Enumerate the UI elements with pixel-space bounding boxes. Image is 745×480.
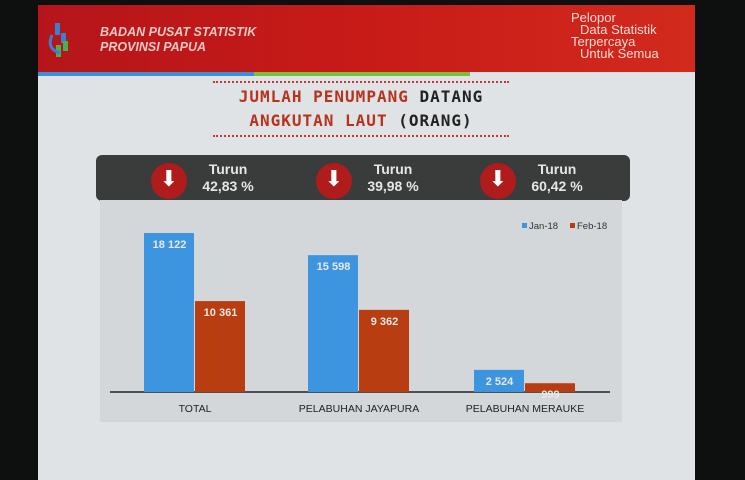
summary-label: Turun bbox=[208, 161, 248, 177]
tagline: Pelopor Data Statistik Terpercaya Untuk … bbox=[571, 10, 681, 61]
organization-name: BADAN PUSAT STATISTIK PROVINSI PAPUA bbox=[100, 25, 256, 55]
bar-jan-18 bbox=[144, 233, 194, 392]
chart-svg: 18 122 10 361 TOTAL 15 598 9 362 PELABUHAN JA… bbox=[110, 221, 610, 415]
bar-feb-18 bbox=[195, 301, 245, 392]
summary-label: Turun bbox=[373, 161, 413, 177]
data-label: 15 598 bbox=[317, 261, 351, 273]
org-line-2: PROVINSI PAPUA bbox=[100, 40, 207, 54]
category-label: TOTAL bbox=[179, 403, 212, 415]
bar-feb-18 bbox=[525, 383, 575, 392]
summary-label: Turun bbox=[537, 161, 577, 177]
data-label: 999 bbox=[541, 389, 559, 401]
data-label: 10 361 bbox=[204, 307, 238, 319]
tagline-line: Data Statistik bbox=[580, 22, 657, 37]
legend-label: Jan-18 bbox=[529, 221, 558, 232]
arrow-down-icon: ⬇ bbox=[151, 163, 187, 199]
header-stripe bbox=[38, 72, 470, 76]
legend-label: Feb-18 bbox=[577, 221, 607, 232]
data-label: 2 524 bbox=[486, 376, 514, 388]
data-label: 18 122 bbox=[153, 239, 187, 251]
bar-chart: 18 122 10 361 TOTAL 15 598 9 362 PELABUHAN JA… bbox=[100, 200, 622, 422]
bar-feb-18 bbox=[359, 309, 409, 392]
header: BADAN PUSAT STATISTIK PROVINSI PAPUA Pel… bbox=[38, 5, 695, 72]
slide: BADAN PUSAT STATISTIK PROVINSI PAPUA Pel… bbox=[38, 5, 695, 480]
arrow-down-icon: ⬇ bbox=[480, 163, 516, 199]
bar-jan-18 bbox=[474, 369, 524, 392]
title-part: JUMLAH PENUMPANG bbox=[238, 87, 409, 106]
change-summary: ⬇ Turun 42,83 % ⬇ Turun 39,98 % ⬇ Turun 60,… bbox=[96, 155, 630, 201]
summary-value: 42,83 % bbox=[202, 178, 254, 194]
category-label: PELABUHAN JAYAPURA bbox=[299, 403, 419, 415]
org-line-1: BADAN PUSAT STATISTIK bbox=[100, 25, 257, 39]
tagline-line: Untuk Semua bbox=[580, 46, 659, 61]
title-part: (ORANG) bbox=[398, 111, 473, 130]
title-part: DATANG bbox=[419, 87, 484, 106]
legend-swatch bbox=[522, 223, 527, 228]
category-label: PELABUHAN MERAUKE bbox=[466, 403, 584, 415]
tagline-line: Terpercaya bbox=[571, 34, 636, 49]
summary-value: 60,42 % bbox=[531, 178, 583, 194]
bar-jan-18 bbox=[308, 255, 358, 392]
data-label: 9 362 bbox=[371, 316, 399, 328]
bps-logo-icon bbox=[48, 23, 68, 57]
summary-value: 39,98 % bbox=[367, 178, 419, 194]
slide-title: JUMLAH PENUMPANG DATANG ANGKUTAN LAUT (O… bbox=[213, 81, 509, 137]
title-part: ANGKUTAN LAUT bbox=[249, 111, 388, 130]
tagline-line: Pelopor bbox=[571, 10, 616, 25]
arrow-down-icon: ⬇ bbox=[316, 163, 352, 199]
legend-swatch bbox=[570, 223, 575, 228]
